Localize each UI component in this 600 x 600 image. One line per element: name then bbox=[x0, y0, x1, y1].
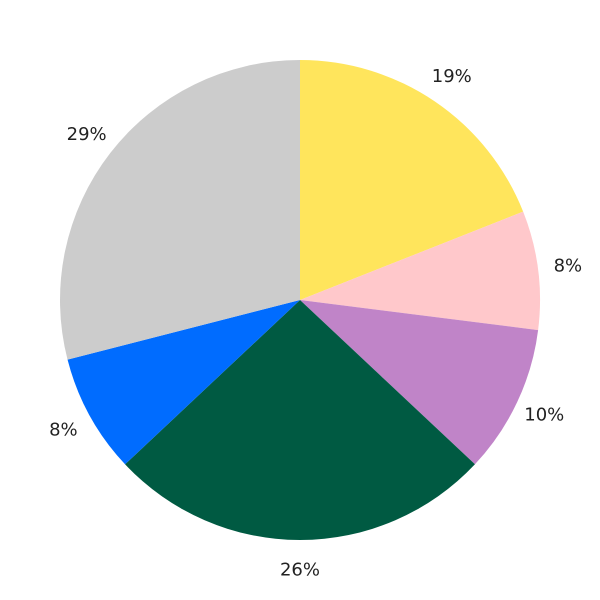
slice-label: 19% bbox=[432, 66, 472, 87]
slice-label: 10% bbox=[524, 404, 564, 425]
pie-labels: 19% 8% 10% 26% 8% 29% bbox=[49, 66, 582, 580]
pie-slice bbox=[300, 300, 539, 465]
slice-label: 29% bbox=[67, 124, 107, 145]
slice-label: 26% bbox=[280, 560, 320, 581]
pie-slice bbox=[59, 60, 301, 360]
slice-label: 8% bbox=[554, 256, 583, 277]
slice-label: 8% bbox=[49, 420, 78, 441]
pie-slice bbox=[125, 300, 475, 540]
pie-slice bbox=[300, 211, 540, 331]
pie-slices bbox=[59, 60, 540, 540]
pie-slice bbox=[300, 60, 524, 300]
pie-slice bbox=[67, 300, 300, 465]
